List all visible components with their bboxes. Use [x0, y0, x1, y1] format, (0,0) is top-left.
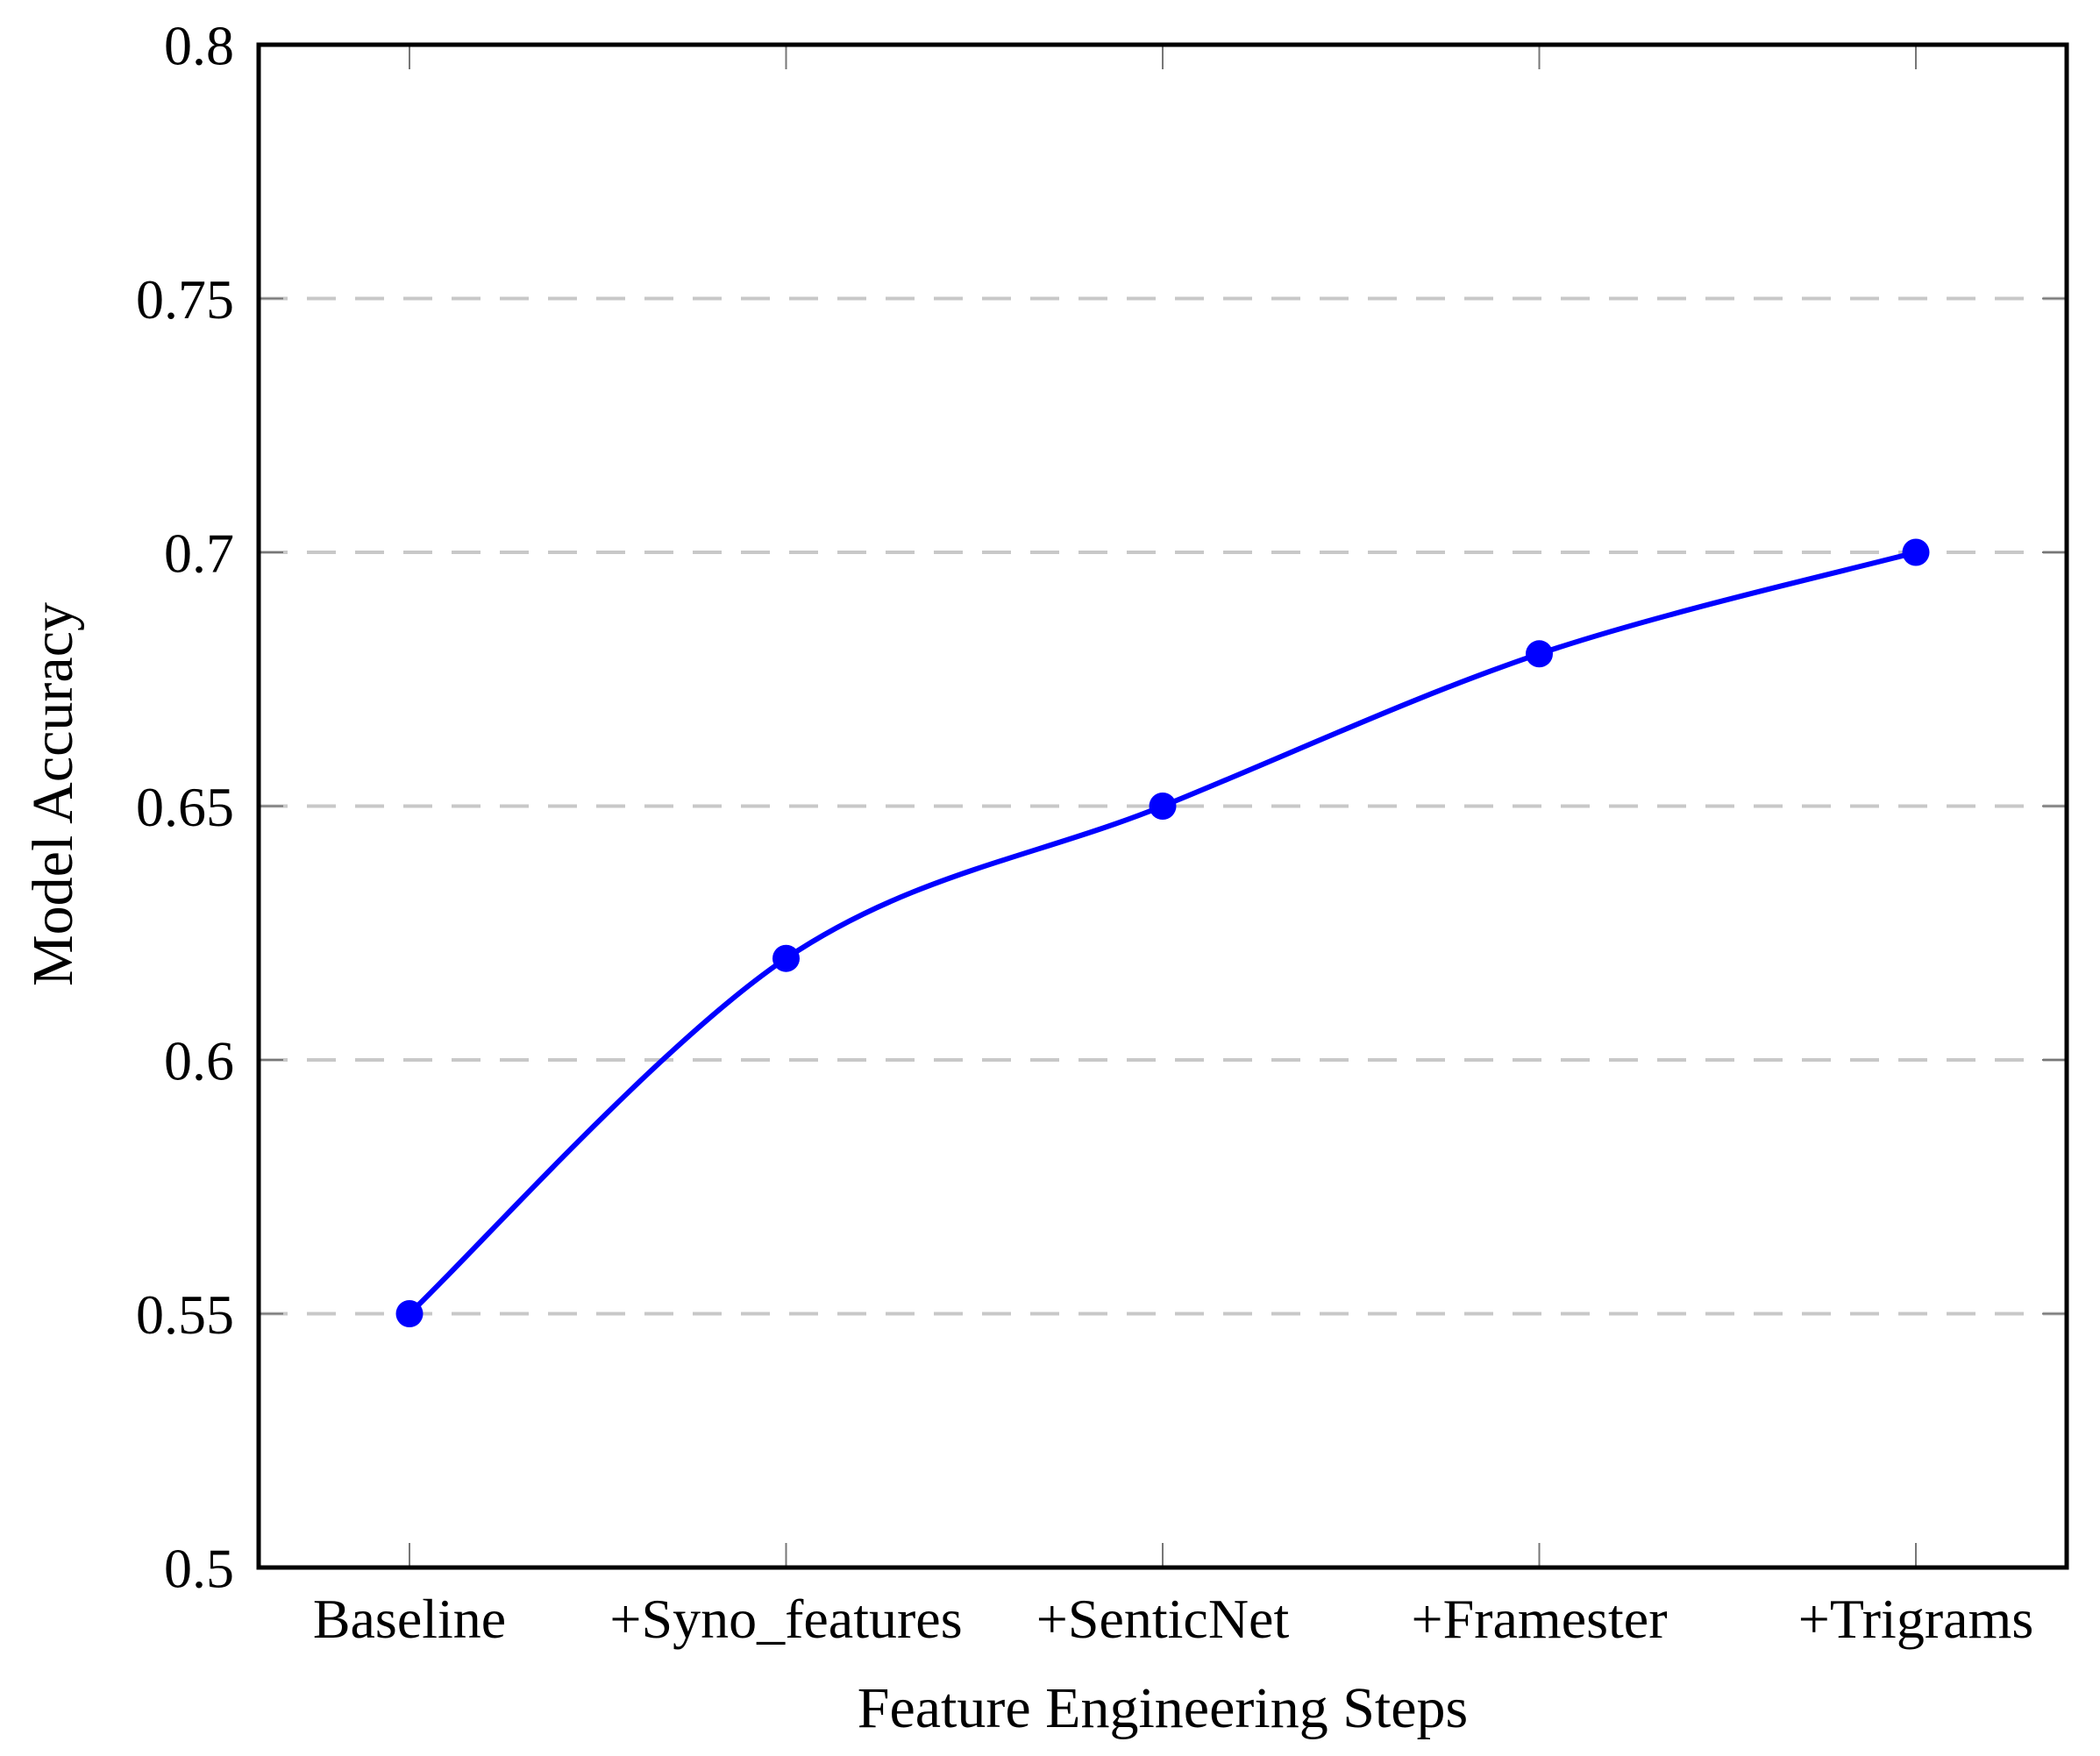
x-tick-label: +Trigrams	[1798, 1588, 2033, 1650]
x-axis-label: Feature Engineering Steps	[858, 1676, 1468, 1740]
y-tick-label: 0.8	[164, 14, 234, 76]
y-tick-label: 0.5	[164, 1537, 234, 1599]
y-tick-label: 0.55	[136, 1283, 234, 1346]
plot-frame	[256, 42, 2069, 1570]
y-tick-label: 0.65	[136, 776, 234, 838]
x-tick-label: Baseline	[313, 1588, 506, 1650]
data-point-marker	[1526, 640, 1553, 668]
x-tick-label: +SenticNet	[1036, 1588, 1290, 1650]
chart-plot-area: 0.5 0.55 0.6 0.65 0.7 0.75 0.8 Baseline +Syno_fe…	[136, 14, 2067, 1650]
data-point-marker	[1149, 793, 1177, 820]
data-point-marker	[772, 944, 800, 972]
x-tick-label: +Framester	[1412, 1588, 1668, 1650]
y-tick-label: 0.75	[136, 268, 234, 331]
y-tick-label: 0.6	[164, 1029, 234, 1091]
y-axis-label: Model Accuracy	[21, 602, 85, 986]
data-point-marker	[395, 1300, 424, 1327]
data-line	[407, 550, 1918, 1317]
y-tick-label: 0.7	[164, 522, 234, 584]
x-tick-label: +Syno_features	[609, 1588, 962, 1650]
data-point-marker	[1902, 538, 1930, 566]
